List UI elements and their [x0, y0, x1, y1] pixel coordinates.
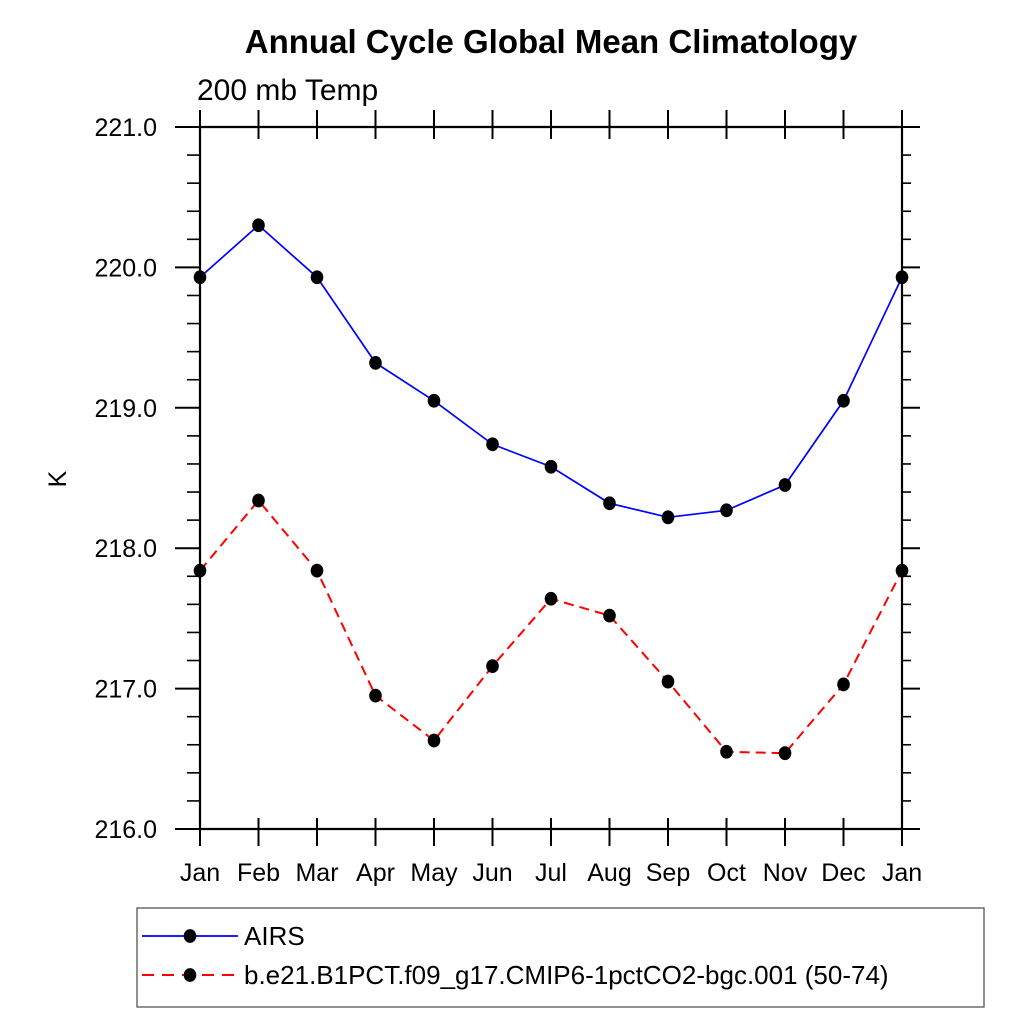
legend-label-airs: AIRS: [244, 921, 305, 951]
series-1-marker: [252, 493, 265, 508]
series-0-marker: [661, 510, 675, 525]
series-0-marker: [252, 218, 265, 233]
x-tick-label: Mar: [295, 859, 338, 887]
x-tick-label: May: [410, 859, 458, 887]
series-0-marker: [427, 393, 441, 408]
series-1-marker: [486, 659, 499, 674]
series-0-marker: [778, 478, 792, 492]
series-0-marker: [310, 270, 324, 285]
y-tick-label: 216.0: [94, 816, 157, 844]
y-tick-label: 218.0: [94, 535, 157, 563]
series-1-marker: [661, 674, 675, 689]
x-tick-label: Jan: [180, 859, 220, 887]
y-tick-label: 221.0: [94, 114, 157, 142]
legend-marker-dot: [183, 968, 197, 982]
chart-subtitle: 200 mb Temp: [197, 74, 378, 107]
series-1-marker: [778, 746, 792, 761]
series-line-1: [199, 498, 903, 755]
series-1-marker: [895, 563, 909, 578]
series-1-marker: [544, 591, 558, 606]
series-1-marker: [310, 563, 324, 578]
legend-marker-dot: [183, 929, 197, 943]
x-tick-label: Feb: [237, 859, 280, 887]
legend-label-model: b.e21.B1PCT.f09_g17.CMIP6-1pctCO2-bgc.00…: [244, 960, 889, 990]
y-axis-label: K: [44, 470, 72, 487]
x-tick-label: Jan: [882, 859, 922, 887]
series-1-marker: [603, 608, 616, 623]
y-tick-label: 217.0: [94, 676, 157, 704]
x-tick-label: Nov: [763, 859, 808, 887]
x-tick-label: Oct: [707, 859, 746, 887]
x-tick-label: Sep: [646, 859, 690, 887]
legend-entry-model: b.e21.B1PCT.f09_g17.CMIP6-1pctCO2-bgc.00…: [142, 960, 889, 990]
plot-area: Jan Feb Mar Apr May Jun Jul Aug Sep Oct Nov Dec Jan 2…: [94, 110, 922, 887]
y-tick-label: 219.0: [94, 395, 157, 423]
series-0-marker: [895, 270, 909, 285]
chart-title: Annual Cycle Global Mean Climatology: [245, 23, 858, 60]
x-tick-label: Dec: [821, 859, 865, 887]
x-tick-label: Apr: [356, 859, 395, 887]
series-0-marker: [486, 437, 499, 452]
legend: AIRS b.e21.B1PCT.f09_g17.CMIP6-1pctCO2-b…: [136, 907, 985, 1008]
series-1-marker: [837, 677, 850, 692]
x-tick-label: Jul: [535, 859, 567, 887]
x-tick-label: Jun: [472, 859, 512, 887]
series-0-marker: [193, 270, 207, 285]
series-1-marker: [369, 688, 382, 703]
legend-box: [136, 907, 985, 1008]
x-tick-label: Aug: [587, 859, 631, 887]
y-tick-label: 220.0: [94, 254, 157, 282]
series-0-marker: [544, 459, 558, 474]
series-0-marker: [837, 393, 850, 408]
series-1-marker: [427, 733, 441, 748]
series-0-marker: [720, 503, 733, 518]
series-0-marker: [369, 355, 382, 370]
series-1-marker: [193, 563, 207, 578]
legend-entry-airs: AIRS: [142, 921, 305, 951]
series-1-marker: [720, 744, 733, 759]
series-0-marker: [603, 496, 616, 511]
